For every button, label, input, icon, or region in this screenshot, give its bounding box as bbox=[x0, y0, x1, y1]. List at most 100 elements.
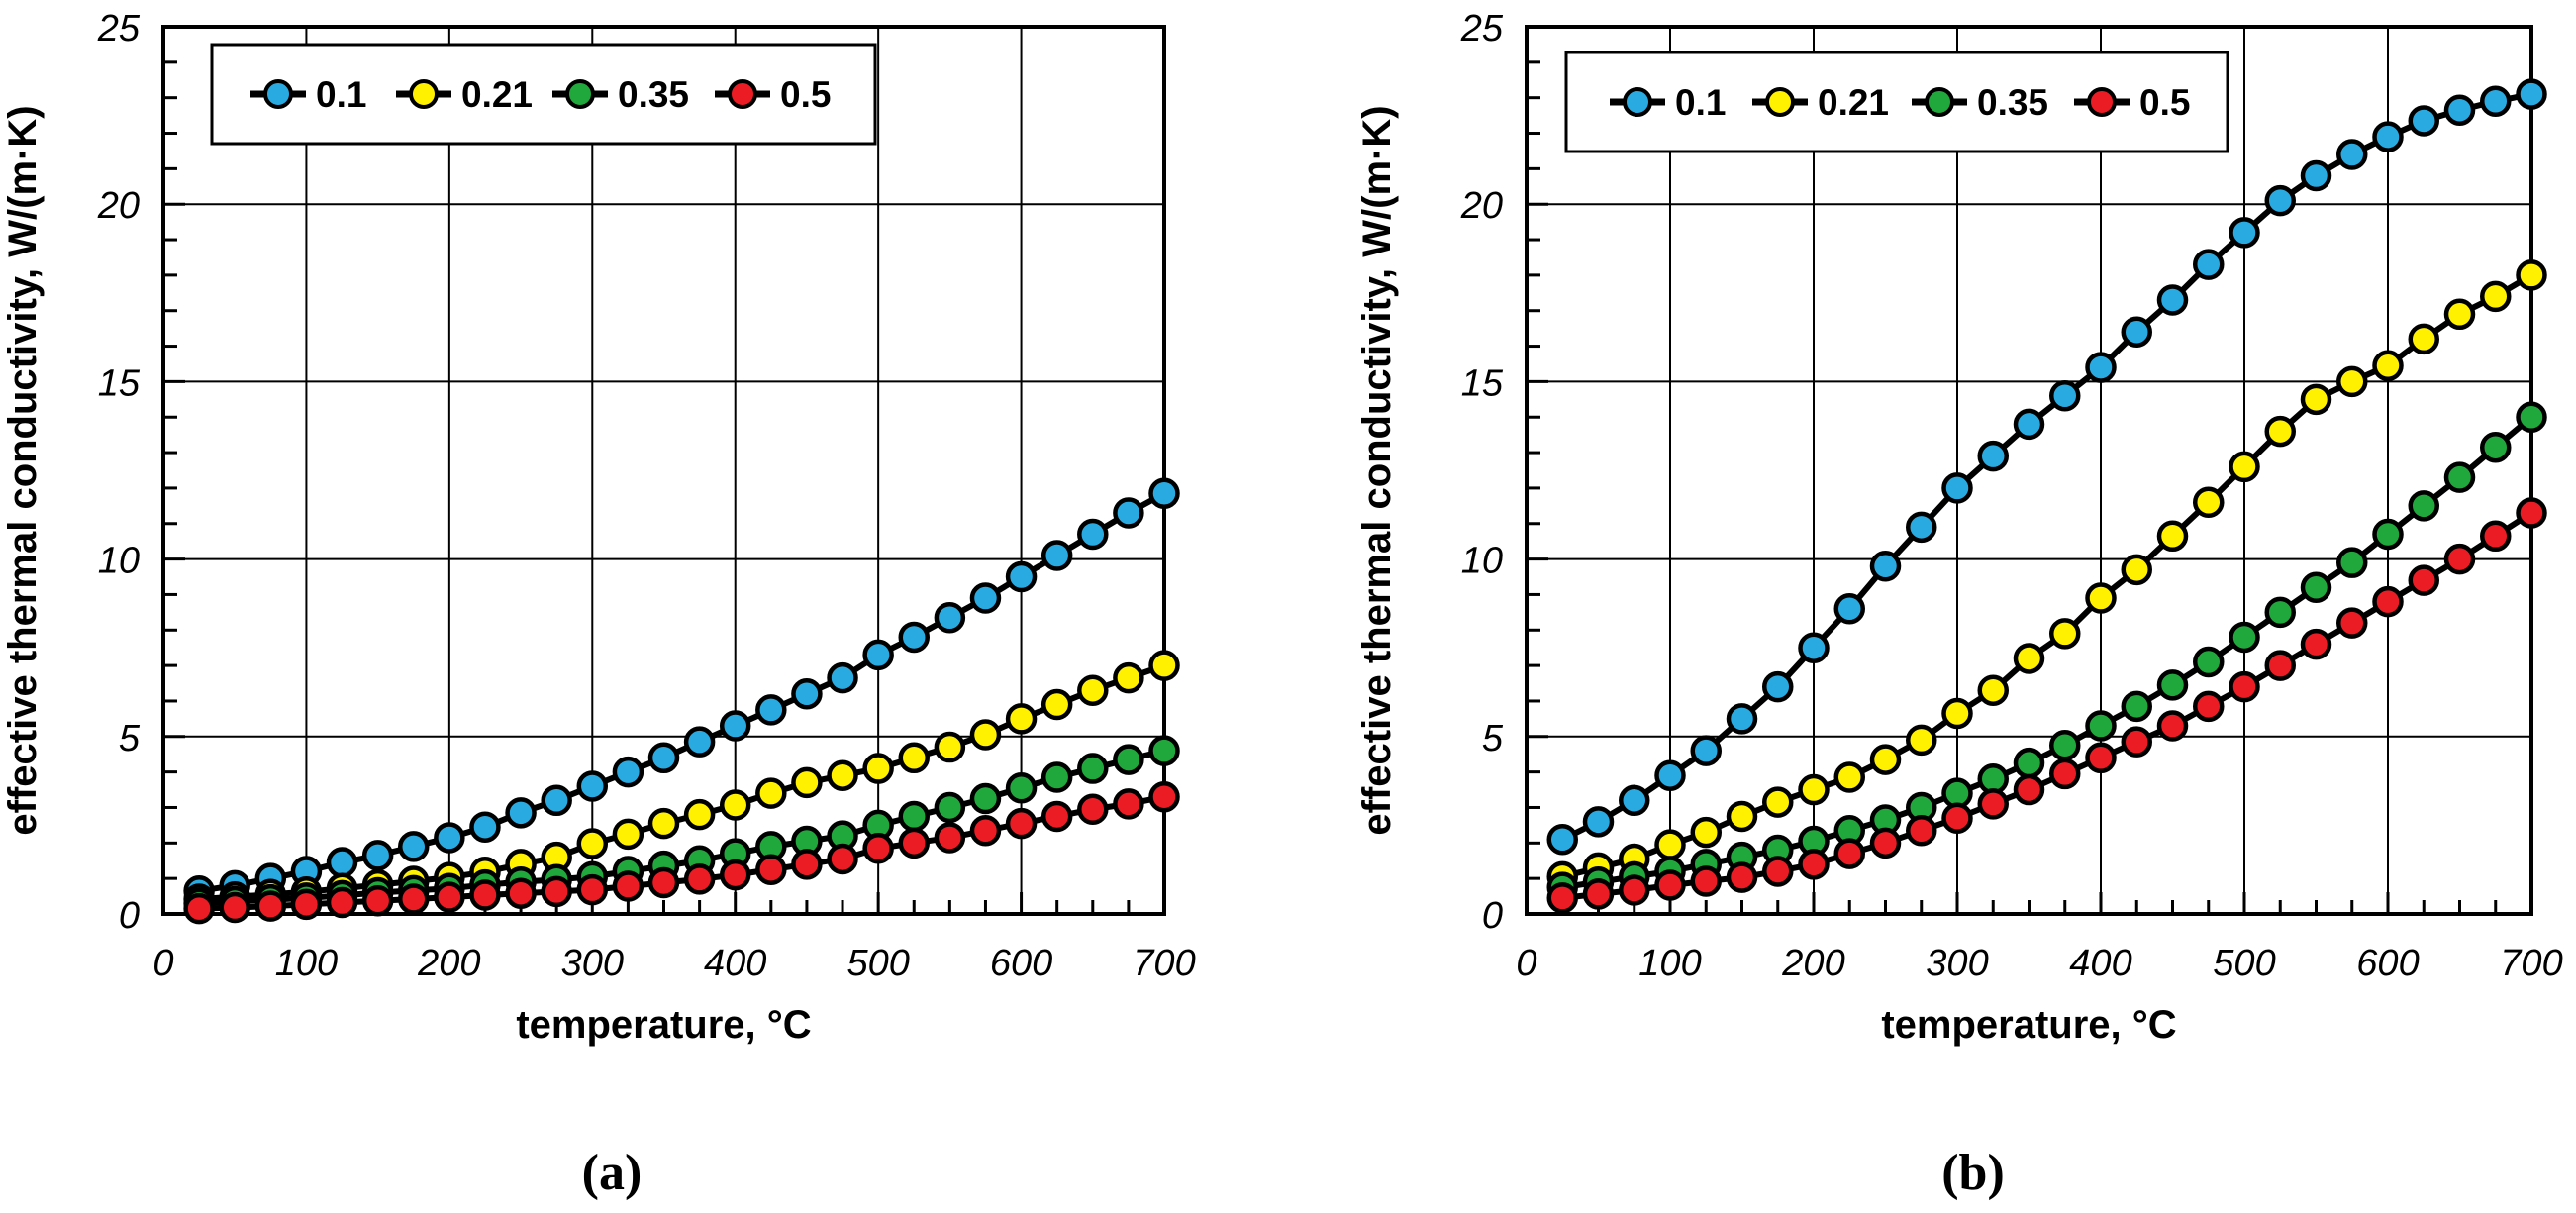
data-point bbox=[1546, 823, 1578, 856]
data-point bbox=[2372, 585, 2404, 618]
x-tick-label: 600 bbox=[990, 943, 1052, 984]
data-point bbox=[1077, 518, 1109, 551]
plot-border-a bbox=[161, 25, 1166, 916]
data-point bbox=[934, 791, 966, 824]
data-point bbox=[827, 759, 858, 791]
y-tick-label: 5 bbox=[119, 718, 141, 759]
data-point bbox=[2264, 596, 2296, 629]
data-point bbox=[1654, 759, 1686, 791]
axis-ticks-b bbox=[1527, 60, 2498, 914]
data-point bbox=[755, 854, 787, 885]
data-point bbox=[576, 873, 609, 906]
y-axis-title-a: effective thermal conductivity, W/(m·K) bbox=[1, 105, 45, 835]
data-point bbox=[1148, 477, 1180, 510]
data-point bbox=[1869, 827, 1902, 859]
data-point bbox=[827, 843, 858, 875]
data-point bbox=[683, 726, 716, 758]
data-point bbox=[2229, 670, 2260, 703]
legend-b: 0.1 0.21 0.35 0.5 bbox=[1564, 51, 2229, 153]
data-point bbox=[2193, 690, 2225, 723]
data-point bbox=[1762, 786, 1794, 818]
legend-marker bbox=[565, 79, 595, 109]
data-point bbox=[505, 877, 537, 909]
data-point bbox=[2229, 451, 2260, 483]
data-point bbox=[1762, 856, 1794, 887]
series-0.21 bbox=[183, 650, 1180, 915]
data-point bbox=[791, 849, 823, 880]
data-point bbox=[2443, 461, 2476, 493]
data-point bbox=[862, 753, 894, 784]
x-axis-title-b: temperature, °C bbox=[1881, 1003, 2176, 1047]
data-point bbox=[2049, 730, 2081, 761]
data-point bbox=[2229, 217, 2260, 249]
data-point bbox=[2443, 94, 2476, 126]
x-tick-label: 700 bbox=[1133, 943, 1195, 984]
data-point bbox=[719, 710, 751, 742]
data-point bbox=[2085, 742, 2117, 774]
data-point bbox=[2156, 669, 2189, 701]
data-point bbox=[647, 866, 680, 899]
data-point bbox=[326, 847, 358, 878]
chart-b: 0 5 10 15 20 25 0 100 200 300 400 500 600 700 temperat… bbox=[1355, 8, 2563, 1047]
legend-entry-0.5: 0.5 bbox=[715, 74, 831, 115]
data-point bbox=[1941, 697, 1973, 730]
data-point bbox=[1833, 593, 1865, 625]
data-point bbox=[898, 800, 930, 833]
legend-entry-0.35: 0.35 bbox=[552, 74, 689, 115]
data-point bbox=[2013, 408, 2045, 441]
data-point bbox=[1040, 688, 1073, 721]
data-point bbox=[2480, 280, 2512, 313]
data-point bbox=[2049, 758, 2081, 790]
data-point bbox=[1582, 806, 1615, 838]
data-point bbox=[2300, 571, 2332, 604]
y-tick-label: 10 bbox=[1461, 541, 1503, 582]
x-tick-label: 100 bbox=[1638, 943, 1701, 984]
data-point bbox=[1977, 788, 2009, 820]
data-point bbox=[434, 881, 465, 913]
data-point bbox=[1798, 773, 1830, 806]
data-point bbox=[1690, 816, 1722, 849]
axis-labels-b: 0 5 10 15 20 25 0 100 200 300 400 500 600 700 bbox=[1460, 8, 2563, 984]
x-tick-label: 0 bbox=[1516, 943, 1536, 984]
data-point bbox=[326, 886, 358, 919]
data-point bbox=[612, 870, 644, 902]
data-point bbox=[183, 892, 215, 925]
data-point bbox=[469, 811, 501, 843]
x-tick-label: 300 bbox=[1926, 943, 1988, 984]
data-point bbox=[1148, 650, 1180, 681]
data-point bbox=[1005, 772, 1038, 804]
legend-marker bbox=[728, 79, 757, 109]
data-point bbox=[1906, 815, 1937, 847]
data-point bbox=[469, 879, 501, 911]
data-point bbox=[290, 888, 323, 921]
y-tick-label: 15 bbox=[98, 362, 141, 404]
y-tick-label: 10 bbox=[98, 541, 140, 582]
data-point bbox=[1040, 800, 1073, 833]
data-point bbox=[2300, 159, 2332, 192]
data-point bbox=[1941, 472, 1973, 504]
series-0.1 bbox=[183, 477, 1180, 907]
x-tick-label: 500 bbox=[846, 943, 909, 984]
data-point bbox=[2193, 249, 2225, 280]
data-point bbox=[541, 784, 572, 817]
data-point bbox=[1690, 735, 1722, 766]
data-point bbox=[898, 742, 930, 774]
data-point bbox=[969, 782, 1002, 815]
data-point bbox=[647, 807, 680, 840]
x-tick-label: 0 bbox=[152, 943, 173, 984]
data-point bbox=[2516, 401, 2547, 433]
data-point bbox=[1798, 632, 1830, 663]
legend-entry-0.1: 0.1 bbox=[250, 74, 366, 115]
data-point bbox=[1619, 784, 1650, 817]
data-point bbox=[2516, 497, 2547, 529]
data-point bbox=[1148, 735, 1180, 766]
data-point bbox=[1833, 838, 1865, 869]
data-point bbox=[1113, 661, 1144, 694]
data-point bbox=[2336, 547, 2368, 578]
data-point bbox=[219, 891, 250, 924]
data-point bbox=[2480, 431, 2512, 463]
data-point bbox=[1005, 807, 1038, 840]
data-point bbox=[2013, 643, 2045, 674]
legend-label: 0.5 bbox=[780, 74, 831, 115]
data-point bbox=[1941, 802, 1973, 834]
